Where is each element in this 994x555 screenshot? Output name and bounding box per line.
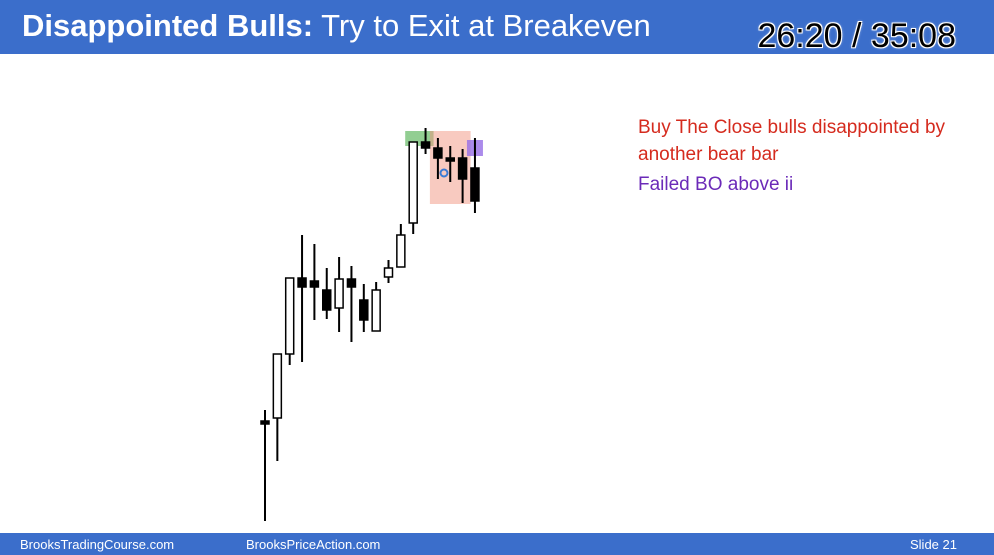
slide-title: Disappointed Bulls: Try to Exit at Break… (22, 8, 651, 44)
candle-body (408, 141, 418, 224)
footer-site-price-action: BrooksPriceAction.com (246, 537, 381, 552)
candle-body (272, 353, 283, 419)
video-timer: 26:20 / 35:08 (757, 17, 956, 55)
candle-body (260, 420, 270, 425)
candle-body (309, 280, 320, 288)
annotation-failed-bo: Failed BO above ii (638, 174, 794, 195)
footer-site-trading-course: BrooksTradingCourse.com (20, 537, 175, 552)
candle-body (359, 299, 369, 321)
candle-body (334, 278, 344, 309)
header-bar: Disappointed Bulls: Try to Exit at Break… (0, 0, 994, 55)
candle-body (297, 277, 307, 288)
candle-body (445, 157, 455, 162)
candle-body (433, 147, 443, 159)
candle-body (470, 167, 480, 202)
price-chart (260, 128, 483, 521)
candle-body (284, 277, 295, 355)
candle-body (371, 289, 381, 332)
slide-number: Slide 21 (910, 537, 957, 552)
candle-body (396, 234, 406, 268)
title-rest: Try to Exit at Breakeven (313, 8, 651, 43)
cursor-marker (439, 168, 449, 178)
footer-bar: BrooksTradingCourse.com BrooksPriceActio… (0, 533, 994, 555)
candle-body (322, 289, 332, 311)
title-bold: Disappointed Bulls: (22, 8, 314, 43)
candle-body (383, 267, 394, 278)
candle-body (346, 278, 357, 288)
annotation-buy-the-close: Buy The Close bulls disappointed by anot… (638, 117, 946, 165)
candle-body (457, 157, 468, 180)
candle-body (420, 141, 431, 149)
